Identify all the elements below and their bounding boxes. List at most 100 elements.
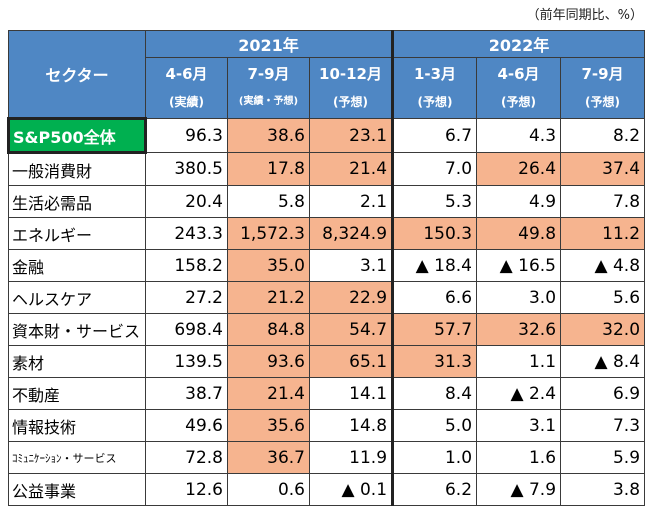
table-row: 素材 139.5 93.6 65.1 31.3 1.1 ▲ 8.4 <box>8 345 646 378</box>
value-cell: 6.6 <box>391 281 478 314</box>
sector-earnings-table: セクター 2021年 2022年 4-6月 (実績) 7-9月 (実績・予想) 10… <box>7 30 646 506</box>
value-cell: 26.4 <box>476 152 562 186</box>
value-cell: 2.1 <box>308 185 394 218</box>
sector-header: セクター <box>8 30 146 119</box>
sector-name: 一般消費財 <box>8 152 146 186</box>
column-header: 10-12月 (予想) <box>308 57 394 119</box>
value-cell: 4.9 <box>476 185 562 218</box>
sector-name: S&P500全体 <box>7 117 147 154</box>
value-cell: 38.6 <box>227 118 310 153</box>
value-cell: 1,572.3 <box>227 217 310 250</box>
value-cell: 7.8 <box>560 185 646 218</box>
value-cell: 11.9 <box>308 441 394 474</box>
value-cell: 22.9 <box>308 281 394 314</box>
value-cell: 27.2 <box>145 281 228 314</box>
value-cell: 150.3 <box>391 217 478 250</box>
year-2022-header: 2022年 <box>391 30 646 58</box>
value-cell: 35.0 <box>227 249 310 282</box>
value-cell: 49.8 <box>476 217 562 250</box>
column-header: 7-9月 (予想) <box>560 57 646 119</box>
value-cell: 54.7 <box>308 313 394 346</box>
value-cell: 14.1 <box>308 377 394 410</box>
value-cell: 4.3 <box>476 118 562 153</box>
value-cell: 139.5 <box>145 345 228 378</box>
value-cell: 1.1 <box>476 345 562 378</box>
value-cell: 7.0 <box>391 152 478 186</box>
value-cell: 698.4 <box>145 313 228 346</box>
table-row: 一般消費財 380.5 17.8 21.4 7.0 26.4 37.4 <box>8 152 646 186</box>
sector-name: 不動産 <box>8 377 146 410</box>
table-row: S&P500全体 96.3 38.6 23.1 6.7 4.3 8.2 <box>7 117 646 154</box>
table-row: エネルギー 243.3 1,572.3 8,324.9 150.3 49.8 11.2 <box>8 217 646 250</box>
value-cell: 57.7 <box>391 313 478 346</box>
value-cell: 14.8 <box>308 409 394 442</box>
year-2021-header: 2021年 <box>144 30 394 58</box>
value-cell: 3.1 <box>476 409 562 442</box>
value-cell: 96.3 <box>145 118 228 153</box>
value-cell: ▲ 4.8 <box>560 249 646 282</box>
value-cell: 5.6 <box>560 281 646 314</box>
value-cell: 35.6 <box>227 409 310 442</box>
table-row: 情報技術 49.6 35.6 14.8 5.0 3.1 7.3 <box>8 409 646 442</box>
sector-name: エネルギー <box>8 217 146 250</box>
value-cell: 49.6 <box>145 409 228 442</box>
sector-name: 情報技術 <box>8 409 146 442</box>
table-row: 不動産 38.7 21.4 14.1 8.4 ▲ 2.4 6.9 <box>8 377 646 410</box>
value-cell: 158.2 <box>145 249 228 282</box>
value-cell: ▲ 18.4 <box>391 249 478 282</box>
value-cell: 37.4 <box>560 152 646 186</box>
value-cell: 5.8 <box>227 185 310 218</box>
value-cell: 72.8 <box>145 441 228 474</box>
value-cell: 1.0 <box>391 441 478 474</box>
value-cell: 21.4 <box>227 377 310 410</box>
value-cell: 5.0 <box>391 409 478 442</box>
column-header: 4-6月 (実績) <box>145 57 228 119</box>
sector-name: ヘルスケア <box>8 281 146 314</box>
sector-name: 金融 <box>8 249 146 282</box>
value-cell: 32.6 <box>476 313 562 346</box>
value-cell: 23.1 <box>308 118 394 153</box>
value-cell: 7.3 <box>560 409 646 442</box>
sector-name: ｺﾐｭﾆｹｰｼｮﾝ・サービス <box>8 441 146 474</box>
value-cell: 8.2 <box>560 118 646 153</box>
value-cell: 1.6 <box>476 441 562 474</box>
value-cell: 93.6 <box>227 345 310 378</box>
value-cell: 32.0 <box>560 313 646 346</box>
value-cell: 21.4 <box>308 152 394 186</box>
sector-name: 素材 <box>8 345 146 378</box>
value-cell: 21.2 <box>227 281 310 314</box>
sector-name: 生活必需品 <box>8 185 146 218</box>
column-header: 1-3月 (予想) <box>391 57 478 119</box>
value-cell: 65.1 <box>308 345 394 378</box>
value-cell: ▲ 8.4 <box>560 345 646 378</box>
table-row: ｺﾐｭﾆｹｰｼｮﾝ・サービス 72.8 36.7 11.9 1.0 1.6 5.9 <box>8 441 646 474</box>
value-cell: 84.8 <box>227 313 310 346</box>
table-row: ヘルスケア 27.2 21.2 22.9 6.6 3.0 5.6 <box>8 281 646 314</box>
value-cell: 17.8 <box>227 152 310 186</box>
table-body: S&P500全体 96.3 38.6 23.1 6.7 4.3 8.2 一般消費財 380.5 1… <box>7 117 646 506</box>
value-cell: 38.7 <box>145 377 228 410</box>
value-cell: 3.0 <box>476 281 562 314</box>
value-cell: 8,324.9 <box>308 217 394 250</box>
column-header: 7-9月 (実績・予想) <box>227 57 310 119</box>
value-cell: 243.3 <box>145 217 228 250</box>
table-row: 生活必需品 20.4 5.8 2.1 5.3 4.9 7.8 <box>8 185 646 218</box>
value-cell: 6.9 <box>560 377 646 410</box>
value-cell: 5.3 <box>391 185 478 218</box>
value-cell: 11.2 <box>560 217 646 250</box>
unit-note: （前年同期比、%） <box>526 8 643 23</box>
value-cell: 31.3 <box>391 345 478 378</box>
value-cell: 36.7 <box>227 441 310 474</box>
column-header: 4-6月 (予想) <box>476 57 562 119</box>
value-cell: 5.9 <box>560 441 646 474</box>
sector-name: 資本財・サービス <box>8 313 146 346</box>
table-row: 資本財・サービス 698.4 84.8 54.7 57.7 32.6 32.0 <box>8 313 646 346</box>
table-row: 金融 158.2 35.0 3.1 ▲ 18.4 ▲ 16.5 ▲ 4.8 <box>8 249 646 282</box>
value-cell: 20.4 <box>145 185 228 218</box>
value-cell: ▲ 16.5 <box>476 249 562 282</box>
value-cell: 8.4 <box>391 377 478 410</box>
value-cell: 380.5 <box>145 152 228 186</box>
value-cell: ▲ 2.4 <box>476 377 562 410</box>
value-cell: 3.1 <box>308 249 394 282</box>
value-cell: 6.7 <box>391 118 478 153</box>
